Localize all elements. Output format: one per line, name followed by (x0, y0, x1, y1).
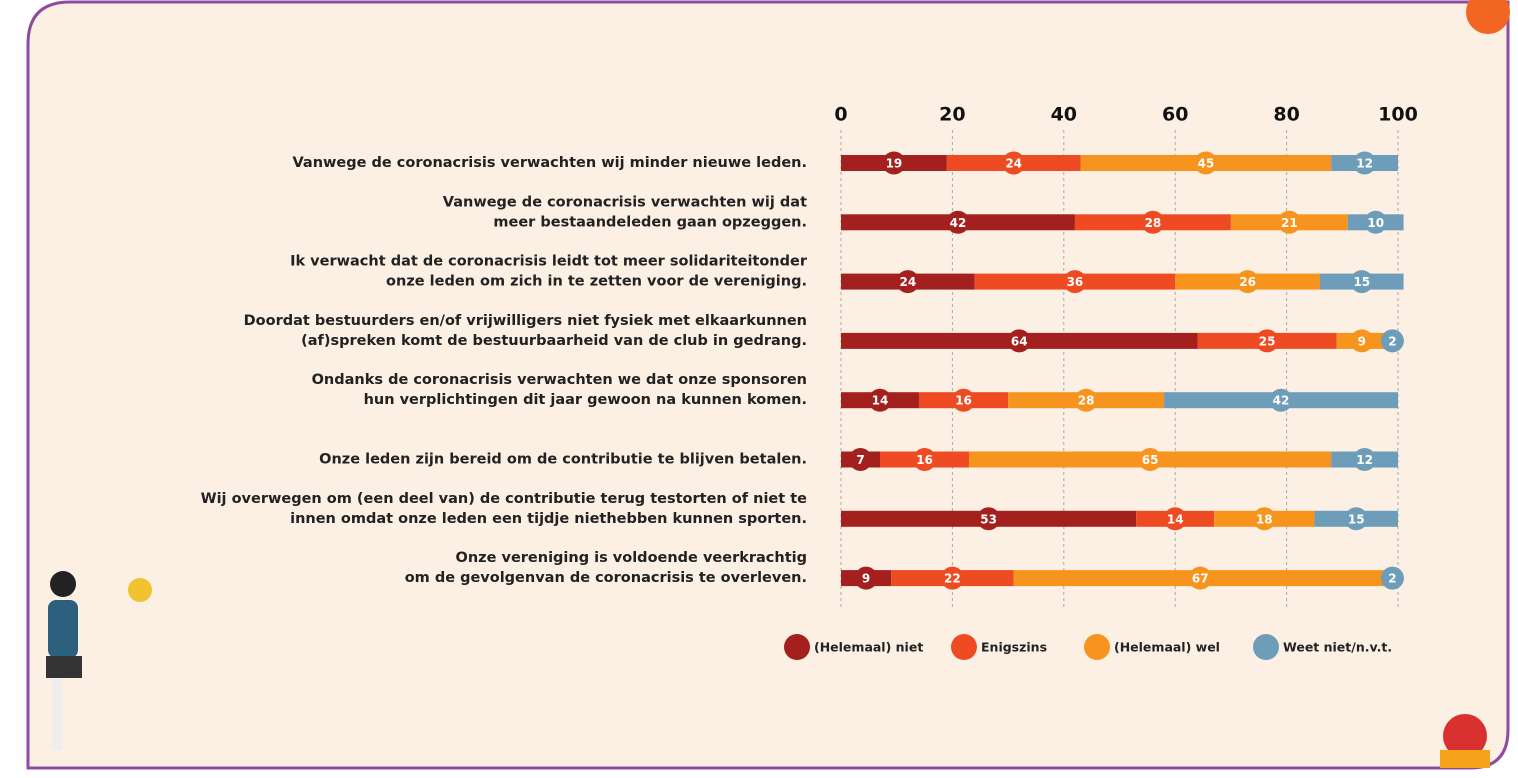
value-label: 28 (1078, 394, 1095, 408)
x-tick-label: 100 (1378, 104, 1418, 126)
value-label: 2 (1388, 334, 1396, 348)
legend-label: (Helemaal) wel (1114, 640, 1220, 655)
value-label: 24 (1005, 157, 1022, 171)
category-label: Ik verwacht dat de coronacrisis leidt to… (290, 254, 808, 270)
value-label: 19 (886, 157, 903, 171)
legend-label: Enigszins (981, 640, 1047, 655)
value-label: 42 (950, 216, 967, 230)
value-label: 21 (1281, 216, 1298, 230)
legend-swatch (1084, 634, 1110, 660)
category-label: Wij overwegen om (een deel van) de contr… (201, 491, 808, 507)
value-label: 25 (1259, 334, 1276, 348)
value-label: 67 (1192, 572, 1209, 586)
value-label: 15 (1353, 275, 1370, 289)
category-label: Ondanks de coronacrisis verwachten we da… (312, 372, 807, 388)
category-label: (af)spreken komt de bestuurbaarheid van … (301, 333, 807, 349)
value-label: 45 (1197, 157, 1214, 171)
legend-swatch (784, 634, 810, 660)
category-label: innen omdat onze leden een tijdje niethe… (290, 511, 807, 527)
x-tick-label: 60 (1162, 104, 1188, 126)
category-label: hun verplichtingen dit jaar gewoon na ku… (364, 392, 807, 408)
value-label: 16 (916, 453, 933, 467)
legend-label: (Helemaal) niet (814, 640, 923, 655)
value-label: 53 (980, 512, 997, 526)
value-label: 36 (1067, 275, 1084, 289)
category-label: Vanwege de coronacrisis verwachten wij d… (443, 194, 807, 210)
value-label: 2 (1388, 572, 1396, 586)
legend-label: Weet niet/n.v.t. (1283, 640, 1392, 655)
value-label: 42 (1273, 394, 1290, 408)
legend-swatch (1253, 634, 1279, 660)
value-label: 28 (1145, 216, 1162, 230)
legend-swatch (951, 634, 977, 660)
category-label: om de gevolgenvan de coronacrisis te ove… (405, 570, 807, 586)
x-tick-label: 20 (939, 104, 965, 126)
x-tick-label: 0 (834, 104, 847, 126)
category-label: Onze vereniging is voldoende veerkrachti… (456, 550, 807, 566)
category-label: onze leden om zich in te zetten voor de … (386, 274, 807, 290)
value-label: 9 (862, 572, 870, 586)
value-label: 12 (1356, 453, 1373, 467)
value-label: 65 (1142, 453, 1159, 467)
value-label: 10 (1367, 216, 1384, 230)
value-label: 14 (872, 394, 889, 408)
value-label: 26 (1239, 275, 1256, 289)
value-label: 14 (1167, 512, 1184, 526)
category-label: Onze leden zijn bereid om de contributie… (319, 452, 807, 468)
value-label: 22 (944, 572, 961, 586)
value-label: 7 (856, 453, 864, 467)
chart: 0 20 40 60 80 100 Vanwege de coronacrisis verw… (0, 0, 1518, 778)
category-label: Doordat bestuurders en/of vrijwilligers … (244, 313, 807, 329)
value-label: 16 (955, 394, 972, 408)
category-label: meer bestaandeleden gaan opzeggen. (493, 214, 807, 230)
x-tick-label: 80 (1273, 104, 1299, 126)
value-label: 9 (1358, 334, 1366, 348)
x-tick-label: 40 (1051, 104, 1077, 126)
category-label: Vanwege de coronacrisis verwachten wij m… (292, 155, 807, 171)
value-label: 15 (1348, 512, 1365, 526)
value-label: 64 (1011, 334, 1028, 348)
value-label: 18 (1256, 512, 1273, 526)
value-label: 24 (899, 275, 916, 289)
value-label: 12 (1356, 157, 1373, 171)
